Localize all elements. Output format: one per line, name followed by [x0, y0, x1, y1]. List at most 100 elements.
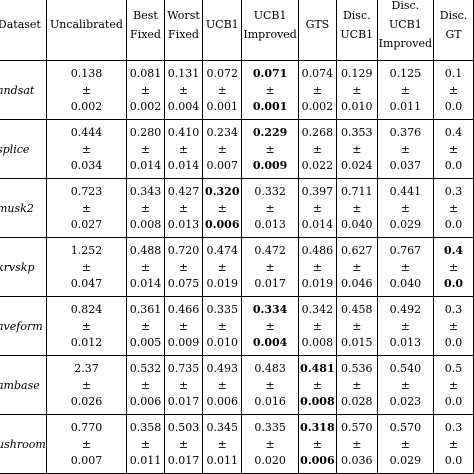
column-header-label: GTS [299, 0, 336, 60]
result-cell: 0.720 ±0.075 [163, 237, 204, 297]
result-stack: 0.071 ±0.001 [242, 68, 297, 112]
table-row: musk2 0.723 ±0.027 0.343 ±0.008 0.427 ±0.013 0.… [0, 178, 474, 238]
column-header: Dataset [0, 0, 47, 61]
error-value: 0.005 [129, 336, 162, 349]
table-row: ambase 2.37 ±0.026 0.532 ±0.006 0.735 ±0.017 0.… [0, 355, 474, 415]
result-cell: 0.071 ±0.001 [241, 60, 299, 120]
result-cell: 0.532 ±0.006 [126, 355, 165, 415]
mean-value: 0.4 [444, 126, 463, 139]
result-stack: 0.334 ±0.004 [242, 304, 297, 348]
result-stack: 0.720 ±0.075 [165, 245, 202, 289]
mean-value: 0.720 [167, 244, 200, 257]
result-cell: 0.493 ±0.006 [202, 355, 243, 415]
error-value: 0.036 [341, 454, 373, 467]
result-cell: 0.318 ±0.006 [297, 414, 337, 474]
plus-minus-sign: ± [400, 437, 410, 451]
plus-minus-sign: ± [178, 142, 189, 156]
result-cell: 0.343 ±0.008 [126, 178, 165, 238]
result-stack: 0.3 ±0.0 [434, 186, 473, 230]
column-header: Disc. UCB1 [335, 0, 378, 61]
plus-minus-sign: ± [400, 319, 410, 333]
mean-value: 0.483 [254, 362, 286, 375]
mean-value: 0.072 [206, 67, 239, 80]
result-stack: 0.081 ±0.002 [127, 68, 164, 112]
column-header-line: UCB1 [205, 18, 239, 31]
result-stack: 0.410 ±0.014 [165, 127, 202, 171]
mean-value: 0.071 [252, 67, 288, 80]
plus-minus-sign: ± [400, 378, 410, 392]
plus-minus-sign: ± [217, 83, 227, 97]
error-value: 0.009 [167, 336, 200, 349]
plus-minus-sign: ± [352, 437, 362, 451]
result-cell: 0.474 ±0.019 [202, 237, 243, 297]
mean-value: 0.441 [389, 185, 422, 198]
result-cell: 0.376 ±0.037 [376, 119, 435, 179]
plus-minus-sign: ± [217, 319, 227, 333]
mean-value: 0.472 [254, 244, 286, 257]
result-cell: 0.570 ±0.029 [376, 414, 435, 474]
result-stack: 0.570 ±0.036 [337, 422, 377, 466]
error-value: 0.009 [252, 159, 288, 172]
dataset-name: splice [0, 119, 47, 179]
result-stack: 0.234 ±0.007 [203, 127, 241, 171]
mean-value: 0.711 [341, 185, 373, 198]
plus-minus-sign: ± [312, 437, 322, 451]
result-stack: 2.37 ±0.026 [47, 363, 126, 407]
result-stack: 0.345 ±0.011 [203, 422, 241, 466]
result-cell: 0.488 ±0.014 [126, 237, 165, 297]
plus-minus-sign: ± [81, 83, 92, 97]
result-stack: 0.458 ±0.015 [337, 304, 377, 348]
error-value: 0.008 [301, 336, 334, 349]
result-cell: 0.486 ±0.019 [297, 237, 337, 297]
error-value: 0.011 [129, 454, 162, 467]
error-value: 0.006 [129, 395, 162, 408]
mean-value: 0.229 [252, 126, 288, 139]
result-cell: 0.735 ±0.017 [163, 355, 204, 415]
mean-value: 0.268 [301, 126, 334, 139]
mean-value: 0.723 [70, 185, 103, 198]
result-stack: 0.353 ±0.024 [337, 127, 377, 171]
plus-minus-sign: ± [81, 437, 92, 451]
result-cell: 0.472 ±0.017 [241, 237, 299, 297]
result-stack: 0.466 ±0.009 [165, 304, 202, 348]
plus-minus-sign: ± [312, 142, 322, 156]
plus-minus-sign: ± [81, 142, 92, 156]
column-header-line: Disc. [391, 0, 420, 12]
error-value: 0.019 [206, 277, 239, 290]
mean-value: 0.570 [341, 421, 373, 434]
dataset-name: ambase [0, 355, 47, 415]
result-stack: 0.492 ±0.013 [378, 304, 433, 348]
mean-value: 0.320 [205, 185, 240, 198]
plus-minus-sign: ± [352, 142, 362, 156]
result-stack: 0.335 ±0.010 [203, 304, 241, 348]
result-stack: 0.229 ±0.009 [242, 127, 297, 171]
result-cell: 0.320 ±0.006 [202, 178, 243, 238]
error-value: 0.034 [70, 159, 103, 172]
result-cell: 0.129 ±0.010 [335, 60, 378, 120]
error-value: 0.010 [206, 336, 239, 349]
result-stack: 0.5 ±0.0 [434, 363, 473, 407]
column-header-line: Uncalibrated [49, 18, 123, 31]
column-header-label: UCB1 Improved [242, 0, 297, 60]
plus-minus-sign: ± [140, 437, 151, 451]
dataset-name: andsat [0, 60, 47, 120]
error-value: 0.012 [70, 336, 103, 349]
mean-value: 0.458 [341, 303, 373, 316]
result-cell: 0.280 ±0.014 [126, 119, 165, 179]
result-cell: 0.268 ±0.022 [297, 119, 337, 179]
column-header-line: UCB1 [340, 27, 374, 41]
mean-value: 2.37 [74, 362, 99, 375]
error-value: 0.014 [129, 277, 162, 290]
result-stack: 0.711 ±0.040 [337, 186, 377, 230]
error-value: 0.011 [389, 100, 422, 113]
mean-value: 0.474 [206, 244, 239, 257]
result-cell: 0.081 ±0.002 [126, 60, 165, 120]
column-header: Disc. UCB1 Improved [376, 0, 435, 61]
result-cell: 0.334 ±0.004 [241, 296, 299, 356]
result-stack: 0.268 ±0.022 [299, 127, 336, 171]
result-cell: 0.466 ±0.009 [163, 296, 204, 356]
column-header: Best Fixed [126, 0, 165, 61]
plus-minus-sign: ± [400, 201, 410, 215]
error-value: 0.014 [129, 159, 162, 172]
result-stack: 0.4 ±0.0 [434, 245, 473, 289]
